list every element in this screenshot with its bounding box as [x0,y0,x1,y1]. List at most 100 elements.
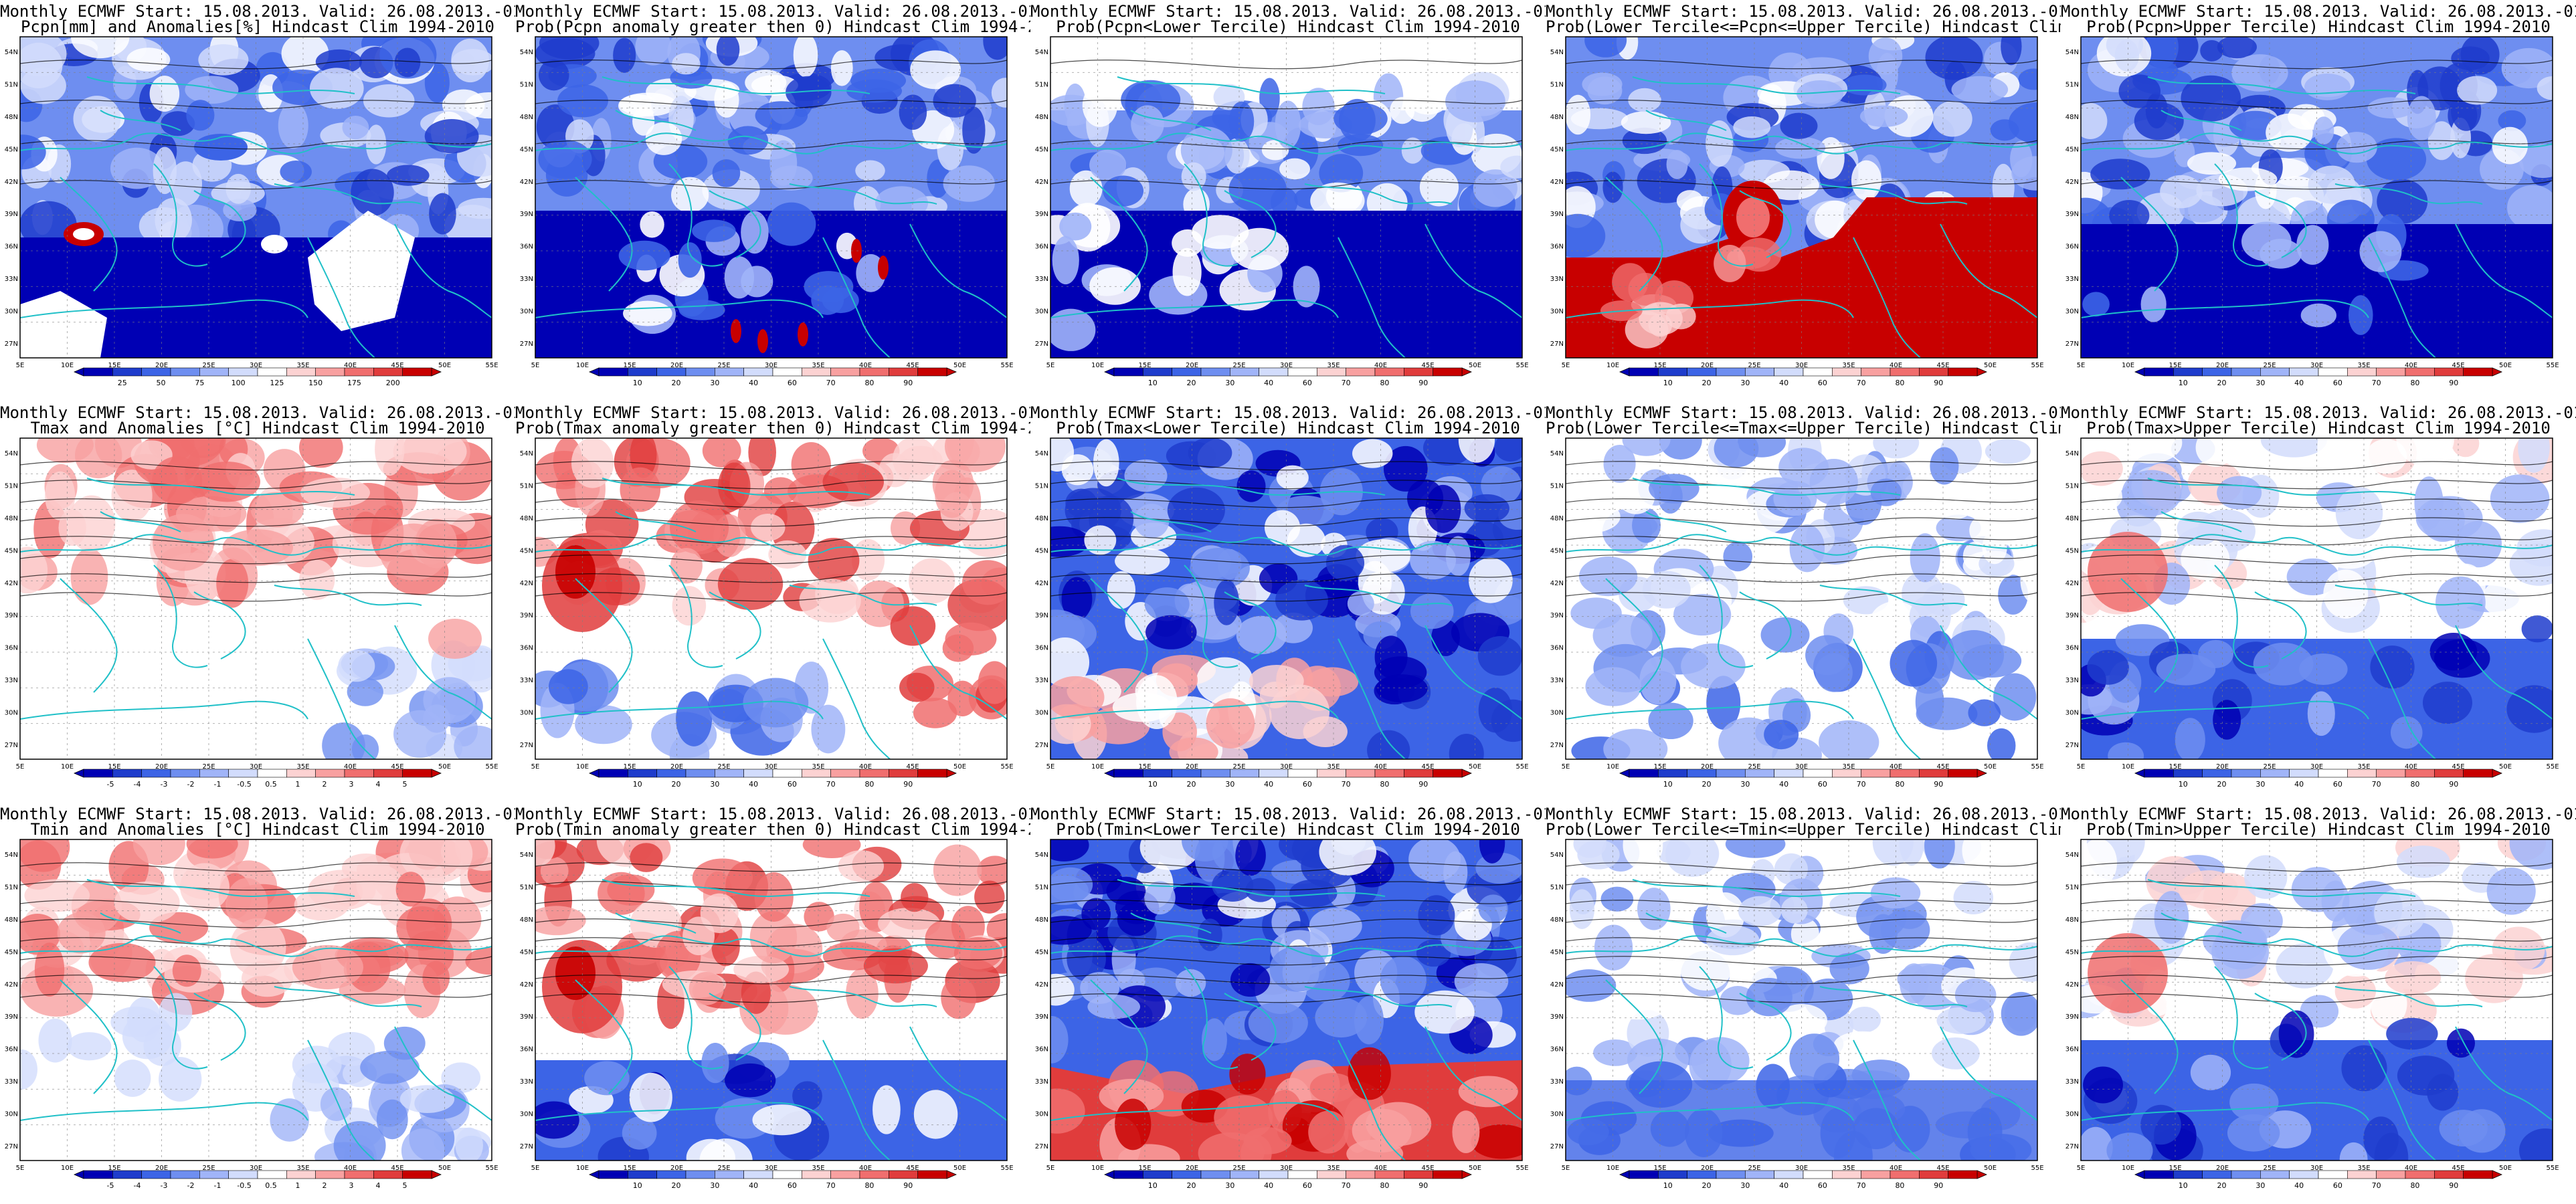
colorbar-label: 60 [2333,379,2342,387]
forecast-panel: Monthly ECMWF Start: 15.08.2013. Valid: … [515,0,1030,401]
colorbar-label: 30 [1740,780,1750,789]
colorbar-label: 60 [1303,379,1312,387]
panel-title-line1: Monthly ECMWF Start: 15.08.2013. Valid: … [1546,805,2061,823]
colorbar-swatch [772,367,802,377]
lat-tick-label: 45N [1550,948,1564,956]
colorbar-label: -1 [214,1181,221,1190]
lat-tick-label: 33N [5,1078,18,1086]
colorbar-label: 5 [403,1181,407,1190]
colorbar-label: 80 [2410,379,2419,387]
colorbar-label: 80 [864,379,874,387]
lon-tick-label: 50E [2499,763,2512,771]
colorbar-label: -0.5 [237,1181,251,1190]
panel-title-line1: Monthly ECMWF Start: 15.08.2013. Valid: … [1030,404,1546,421]
colorbar-swatch [1716,769,1746,778]
map-figure: 54N 51N 48N 45N 42N 39N 36N 33N 30N 27N 5E 10E 15E 20… [1550,437,2044,789]
colorbar-swatch [1374,367,1404,377]
lon-tick-label: 45E [391,1165,403,1172]
colorbar-label: 75 [195,379,204,387]
colorbar-label: 70 [2372,1181,2381,1190]
colorbar-swatch [373,367,403,377]
colorbar-swatch [2405,769,2435,778]
colorbar-label: 80 [1380,780,1389,789]
lon-tick-label: 55E [1515,763,1528,771]
colorbar-swatch [802,367,831,377]
colorbar-swatch [1259,769,1289,778]
colorbar-label: 1 [296,780,300,789]
colorbar-swatch [802,1170,831,1179]
lon-tick-label: 40E [859,362,872,369]
colorbar-swatch [286,367,316,377]
lat-tick-label: 39N [5,211,18,218]
lon-tick-label: 40E [2405,362,2417,369]
lon-tick-label: 25E [717,763,730,771]
colorbar-label: 80 [1895,379,1904,387]
panel-title-line2: Prob(Tmax>Upper Tercile) Hindcast Clim 1… [2086,419,2551,437]
lon-tick-label: 30E [765,763,777,771]
lon-tick-label: 5E [16,1165,25,1172]
lon-tick-label: 50E [438,1165,451,1172]
lat-tick-label: 36N [5,243,18,251]
lat-tick-label: 30N [2065,1111,2079,1118]
lon-tick-label: 20E [1701,362,1714,369]
colorbar-swatch [2231,769,2261,778]
colorbar-swatch [1629,769,1659,778]
colorbar-label: 10 [1148,379,1158,387]
colorbar-swatch [2144,1170,2174,1179]
colorbar-label: 80 [1895,780,1904,789]
colorbar-label: 10 [1663,379,1673,387]
colorbar-swatch [1687,1170,1717,1179]
lon-tick-label: 40E [1374,763,1387,771]
panel-title-line2: Tmin and Anomalies [°C] Hindcast Clim 19… [30,821,485,838]
forecast-panel: Monthly ECMWF Start: 15.08.2013. Valid: … [0,803,515,1204]
lat-tick-label: 30N [520,1111,533,1118]
colorbar-swatch [598,367,628,377]
colorbar-swatch [802,769,831,778]
colorbar-swatch [1890,367,1920,377]
colorbar: 10 20 30 40 60 70 80 90 [2134,367,2503,387]
lon-tick-label: 45E [906,1165,919,1172]
lat-tick-label: 39N [5,1013,18,1021]
colorbar-label: 175 [347,379,361,387]
colorbar-label: -5 [107,1181,114,1190]
lon-tick-label: 35E [812,362,824,369]
colorbar-swatch [1287,367,1317,377]
colorbar: 10 20 30 40 60 70 80 90 [588,367,957,387]
colorbar-label: -3 [161,780,168,789]
lat-tick-label: 42N [5,981,18,989]
map-frame [1565,36,2038,359]
colorbar-label: 60 [2333,780,2342,789]
lat-tick-label: 33N [1550,677,1564,684]
colorbar-swatch [1172,1170,1202,1179]
lon-tick-label: 25E [1232,1165,1245,1172]
lat-tick-label: 39N [1035,612,1048,619]
lat-tick-label: 30N [1550,308,1564,316]
lon-tick-label: 30E [250,763,262,771]
lat-tick-label: 42N [5,179,18,186]
map-area [535,437,1008,760]
lat-tick-label: 48N [520,515,533,522]
colorbar-swatch [1374,1170,1404,1179]
colorbar-swatch [315,367,345,377]
forecast-panel: Monthly ECMWF Start: 15.08.2013. Valid: … [0,0,515,401]
lon-tick-label: 5E [531,763,540,771]
lon-tick-label: 35E [1327,362,1340,369]
colorbar: 10 20 30 40 60 70 80 90 [588,769,957,789]
colorbar-swatch [889,1170,918,1179]
lat-tick-label: 42N [1035,179,1048,186]
map-area [2080,36,2553,359]
lon-tick-label: 15E [623,763,636,771]
lat-tick-label: 33N [1550,1078,1564,1086]
colorbar-swatch [286,1170,316,1179]
colorbar-swatch [170,769,200,778]
lon-tick-label: 10E [61,362,74,369]
panel-title-line2: Prob(Pcpn anomaly greater then 0) Hindca… [515,18,1030,35]
colorbar-label: 40 [1264,379,1273,387]
lon-tick-label: 10E [2122,1165,2134,1172]
colorbar: 10 20 30 40 60 70 80 90 [1619,367,1988,387]
colorbar-swatch [344,367,374,377]
colorbar-swatch [2173,1170,2203,1179]
lat-tick-label: 36N [2065,1046,2079,1054]
lon-tick-label: 40E [2405,1165,2417,1172]
forecast-panel: Monthly ECMWF Start: 15.08.2013. Valid: … [1030,401,1546,803]
